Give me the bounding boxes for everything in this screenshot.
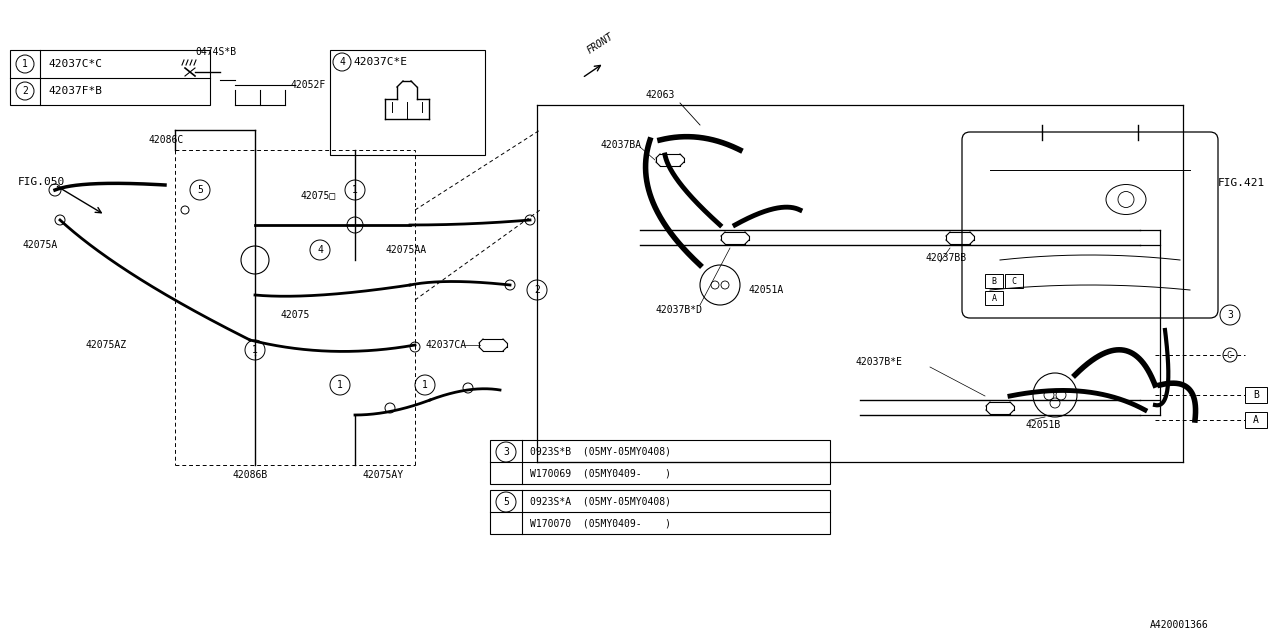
- Text: W170069  (05MY0409-    ): W170069 (05MY0409- ): [530, 468, 671, 478]
- Text: A420001366: A420001366: [1149, 620, 1208, 630]
- Text: 42063: 42063: [645, 90, 675, 100]
- Text: 5: 5: [197, 185, 204, 195]
- Text: 42052F: 42052F: [291, 80, 325, 90]
- Bar: [986, 291, 1004, 305]
- Text: 42075: 42075: [280, 310, 310, 320]
- Text: FIG.050: FIG.050: [18, 177, 65, 187]
- Bar: [1005, 274, 1023, 288]
- Text: 42075AA: 42075AA: [385, 245, 426, 255]
- Text: B: B: [1253, 390, 1260, 400]
- Text: 2: 2: [534, 285, 540, 295]
- Text: 42086B: 42086B: [233, 470, 268, 480]
- Text: 3: 3: [503, 447, 509, 457]
- Bar: [1245, 387, 1267, 403]
- Text: 42075AY: 42075AY: [362, 470, 403, 480]
- Text: 1: 1: [422, 380, 428, 390]
- Text: A: A: [1253, 415, 1260, 425]
- Text: 4: 4: [339, 57, 344, 67]
- Text: 42037B*D: 42037B*D: [655, 305, 701, 315]
- Bar: [490, 490, 829, 534]
- Text: A: A: [992, 294, 997, 303]
- Bar: [490, 440, 829, 484]
- Text: 42037C*C: 42037C*C: [49, 59, 102, 69]
- Text: 42037C*E: 42037C*E: [353, 57, 407, 67]
- Text: C: C: [1226, 351, 1231, 360]
- Text: 42051B: 42051B: [1025, 420, 1060, 430]
- Text: 42037F*B: 42037F*B: [49, 86, 102, 96]
- Text: 1: 1: [252, 345, 259, 355]
- Text: 1: 1: [22, 59, 28, 69]
- Text: FIG.421: FIG.421: [1219, 177, 1265, 188]
- Bar: [330, 50, 485, 155]
- Bar: [1245, 412, 1267, 428]
- Text: 2: 2: [22, 86, 28, 96]
- Text: 3: 3: [1228, 310, 1233, 320]
- Bar: [986, 274, 1004, 288]
- Text: 5: 5: [503, 497, 509, 507]
- Text: C: C: [1011, 276, 1016, 285]
- Text: 42051A: 42051A: [748, 285, 783, 295]
- Text: W170070  (05MY0409-    ): W170070 (05MY0409- ): [530, 518, 671, 528]
- Text: 4: 4: [317, 245, 323, 255]
- Text: 42037BA: 42037BA: [600, 140, 641, 150]
- Text: 0923S*B  (05MY-05MY0408): 0923S*B (05MY-05MY0408): [530, 446, 671, 456]
- Text: 0474S*B: 0474S*B: [195, 47, 236, 57]
- Text: B: B: [992, 276, 997, 285]
- Text: FRONT: FRONT: [585, 31, 616, 56]
- Text: 0923S*A  (05MY-05MY0408): 0923S*A (05MY-05MY0408): [530, 496, 671, 506]
- Text: 1: 1: [337, 380, 343, 390]
- Text: 42037BB: 42037BB: [925, 253, 966, 263]
- Text: 42086C: 42086C: [148, 135, 183, 145]
- Text: 42037B*E: 42037B*E: [855, 357, 902, 367]
- Text: 1: 1: [352, 185, 358, 195]
- Text: 42037CA: 42037CA: [425, 340, 466, 350]
- Text: 42075□: 42075□: [300, 190, 335, 200]
- Text: 42075AZ: 42075AZ: [84, 340, 127, 350]
- Text: 42075A: 42075A: [22, 240, 58, 250]
- Bar: [10, 50, 210, 105]
